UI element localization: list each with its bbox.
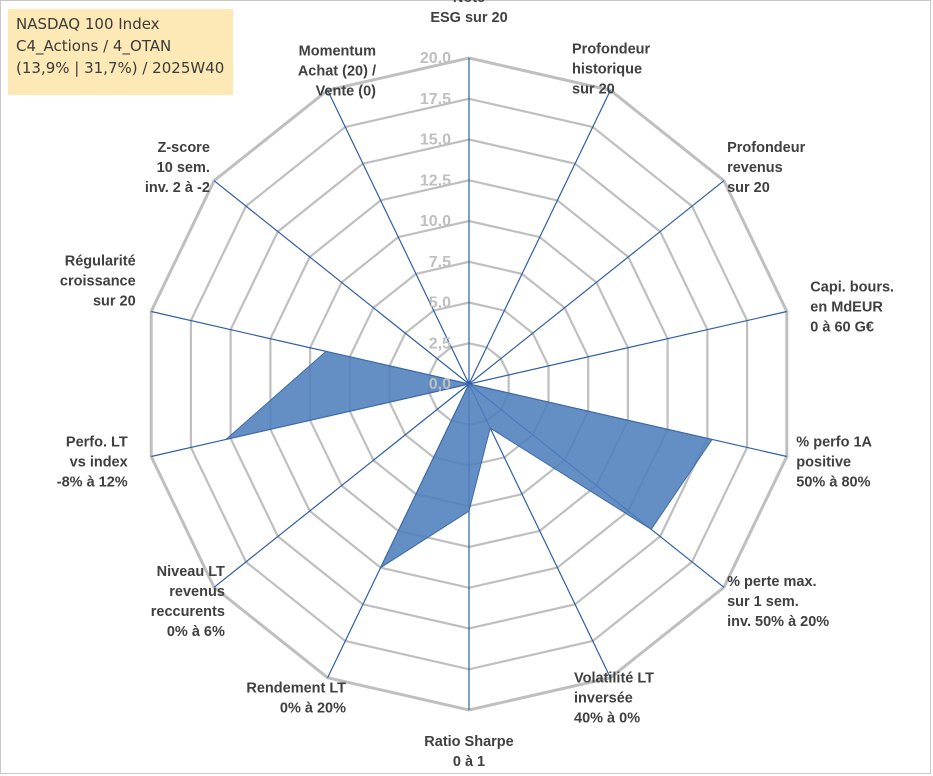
axis-label-line: reccurents <box>151 604 225 620</box>
tick-label-5: 12,5 <box>420 172 451 189</box>
axis-label-line: Vente (0) <box>316 84 377 100</box>
axis-label-13: Momentum Achat (20) / Vente (0) <box>298 44 376 100</box>
axis-label-line: en MdEUR <box>810 300 883 316</box>
axis-spoke-6 <box>468 383 611 678</box>
axis-label-line: Perfo. LT <box>66 434 128 450</box>
tick-label-6: 15,0 <box>420 132 451 149</box>
radar-series <box>225 350 713 569</box>
series-area-0 <box>225 350 713 569</box>
tick-label-8: 20,0 <box>420 50 451 67</box>
axis-spoke-13 <box>327 90 470 385</box>
axis-label-line: Niveau LT <box>157 564 225 580</box>
axis-label-line: inv. 50% à 20% <box>727 614 829 630</box>
info-title: NASDAQ 100 Index <box>16 15 160 33</box>
axis-label-line: Momentum <box>299 44 376 60</box>
axis-label-6: Volatilité LT inversée 40% à 0% <box>574 671 654 727</box>
axis-label-line: inv. 2 à -2 <box>145 180 210 196</box>
axis-label-line: Achat (20) / <box>298 64 376 80</box>
axis-label-line: revenus <box>169 584 225 600</box>
axis-spoke-9 <box>213 383 470 588</box>
axis-label-7: Ratio Sharpe 0 à 1 <box>424 734 513 770</box>
info-box: NASDAQ 100 Index C4_Actions / 4_OTAN (13… <box>8 9 233 95</box>
axis-label-line: sur 20 <box>727 180 770 196</box>
axis-label-12: Z-score 10 sem. inv. 2 à -2 <box>145 140 210 196</box>
axis-label-4: % perfo 1A positive 50% à 80% <box>796 434 872 490</box>
axis-label-line: Rendement LT <box>246 681 346 697</box>
axis-label-1: Profondeur historique sur 20 <box>572 42 650 98</box>
tick-label-0: 0,0 <box>429 376 451 393</box>
radar-tick-labels: 0,0 2,5 5,0 7,5 10,0 12,5 15,0 17,5 20,0 <box>420 50 451 393</box>
axis-label-line: Profondeur <box>572 42 650 58</box>
axis-label-11: Régularité croissance sur 20 <box>60 254 136 310</box>
axis-label-line: 0% à 20% <box>280 701 346 717</box>
axis-label-line: 50% à 80% <box>796 474 870 490</box>
axis-label-line: 0 à 1 <box>453 754 485 770</box>
axis-label-line: historique <box>572 62 642 78</box>
axis-label-line: sur 20 <box>93 294 136 310</box>
info-category: C4_Actions / 4_OTAN <box>16 37 172 55</box>
tick-label-2: 5,0 <box>429 295 451 312</box>
axis-label-5: % perte max. sur 1 sem. inv. 50% à 20% <box>727 574 829 630</box>
axis-label-line: ESG sur 20 <box>430 10 507 26</box>
axis-label-8: Rendement LT 0% à 20% <box>246 681 346 717</box>
axis-label-line: Z-score <box>158 140 210 156</box>
axis-label-line: Ratio Sharpe <box>424 734 513 750</box>
axis-label-3: Capi. bours. en MdEUR 0 à 60 G€ <box>810 280 894 336</box>
axis-label-0: Note ESG sur 20 <box>430 0 507 26</box>
axis-label-line: positive <box>796 454 851 470</box>
axis-label-line: Capi. bours. <box>810 280 894 296</box>
axis-label-10: Perfo. LT vs index -8% à 12% <box>57 434 128 490</box>
axis-label-line: vs index <box>70 454 128 470</box>
axis-spoke-1 <box>468 90 611 385</box>
axis-label-line: % perte max. <box>727 574 816 590</box>
axis-spoke-2 <box>468 180 725 385</box>
axis-label-line: croissance <box>60 274 136 290</box>
axis-label-line: inversée <box>574 691 633 707</box>
axis-label-line: Profondeur <box>727 140 805 156</box>
axis-label-line: Volatilité LT <box>574 671 654 687</box>
axis-label-line: revenus <box>727 160 783 176</box>
axis-label-line: 10 sem. <box>157 160 210 176</box>
axis-label-line: Note <box>453 0 485 6</box>
axis-label-line: sur 20 <box>572 82 615 98</box>
radar-axis-labels: Note ESG sur 20 Profondeur historique sur 20… <box>57 0 894 770</box>
axis-label-line: Régularité <box>65 254 136 270</box>
axis-spoke-12 <box>213 180 470 385</box>
tick-label-3: 7,5 <box>429 254 451 271</box>
tick-label-1: 2,5 <box>429 335 451 352</box>
tick-label-4: 10,0 <box>420 213 451 230</box>
axis-label-line: -8% à 12% <box>57 474 128 490</box>
axis-spoke-3 <box>468 310 787 385</box>
info-stats: (13,9% | 31,7%) / 2025W40 <box>16 59 225 77</box>
tick-label-7: 17,5 <box>420 91 451 108</box>
axis-label-line: sur 1 sem. <box>727 594 799 610</box>
axis-label-line: 40% à 0% <box>574 711 640 727</box>
axis-label-line: 0% à 6% <box>167 624 225 640</box>
axis-label-line: % perfo 1A <box>796 434 872 450</box>
axis-label-line: 0 à 60 G€ <box>810 320 874 336</box>
axis-label-9: Niveau LT revenus reccurents 0% à 6% <box>151 564 225 640</box>
axis-label-2: Profondeur revenus sur 20 <box>727 140 805 196</box>
